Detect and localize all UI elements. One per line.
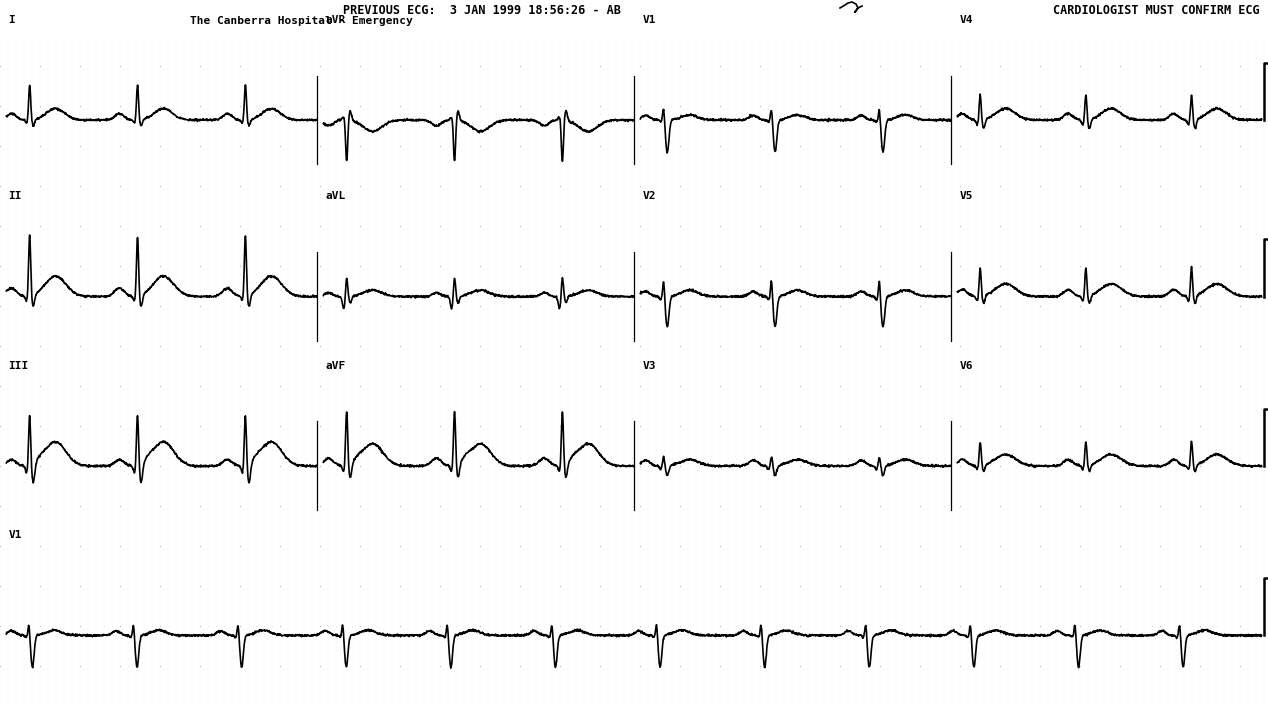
Text: V1: V1 xyxy=(643,15,656,25)
Text: aVR: aVR xyxy=(326,15,346,25)
Text: V6: V6 xyxy=(960,361,973,371)
Text: The Canberra Hospital - Emergency: The Canberra Hospital - Emergency xyxy=(190,16,413,26)
Text: II: II xyxy=(9,191,22,201)
Text: CARDIOLOGIST MUST CONFIRM ECG: CARDIOLOGIST MUST CONFIRM ECG xyxy=(1054,4,1260,17)
Text: I: I xyxy=(9,15,15,25)
Text: III: III xyxy=(9,361,29,371)
Text: aVF: aVF xyxy=(326,361,346,371)
Text: V2: V2 xyxy=(643,191,656,201)
Text: V4: V4 xyxy=(960,15,973,25)
Text: V3: V3 xyxy=(643,361,656,371)
Text: PREVIOUS ECG:  3 JAN 1999 18:56:26 - AB: PREVIOUS ECG: 3 JAN 1999 18:56:26 - AB xyxy=(342,4,621,17)
Text: V5: V5 xyxy=(960,191,973,201)
Text: aVL: aVL xyxy=(326,191,346,201)
Text: V1: V1 xyxy=(9,530,22,540)
